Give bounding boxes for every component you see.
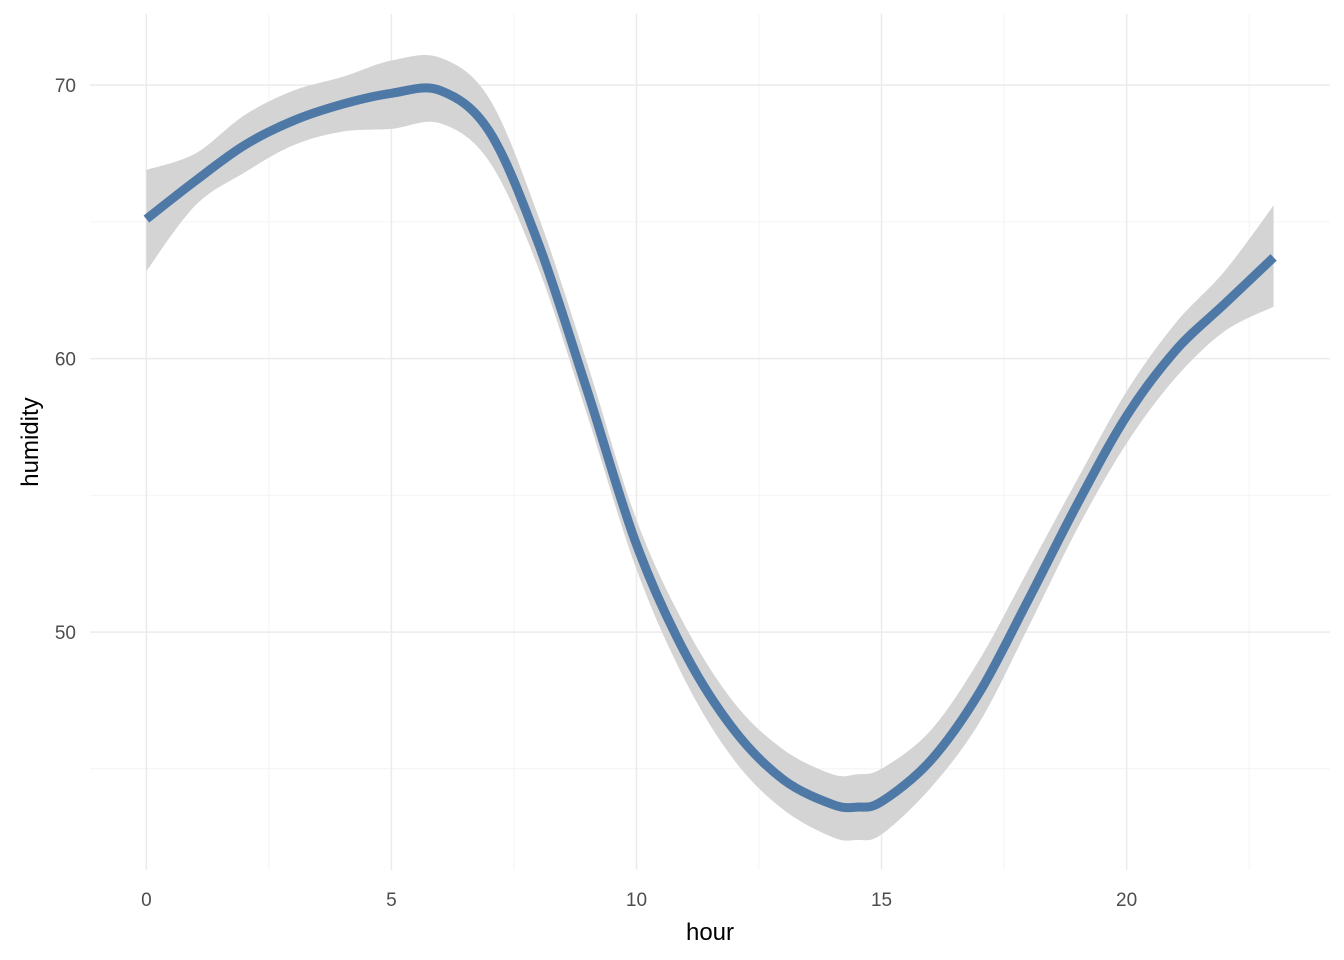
x-axis-title: hour [686, 919, 734, 946]
y-axis-tick-labels: 50 60 70 [55, 76, 76, 644]
smoothed-humidity-line [143, 83, 1277, 813]
x-tick-label: 5 [386, 890, 397, 911]
y-tick-label: 50 [55, 623, 76, 644]
x-tick-label: 20 [1116, 890, 1137, 911]
x-tick-label: 10 [626, 890, 647, 911]
x-axis-tick-labels: 0 5 10 15 20 [141, 890, 1137, 911]
y-axis-title: humidity [17, 397, 44, 486]
y-tick-label: 70 [55, 76, 76, 97]
confidence-band [146, 54, 1274, 841]
x-tick-label: 15 [871, 890, 892, 911]
x-tick-label: 0 [141, 890, 152, 911]
y-tick-label: 60 [55, 350, 76, 371]
